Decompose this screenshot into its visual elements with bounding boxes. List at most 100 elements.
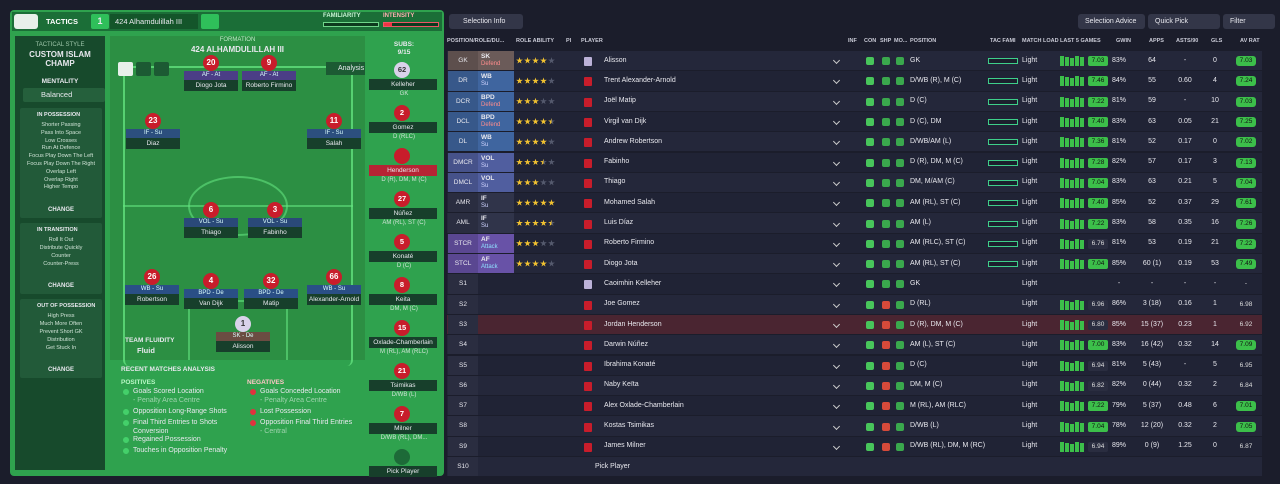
- player-name[interactable]: Virgil van Dijk: [604, 117, 647, 125]
- player-shirt[interactable]: 20: [203, 55, 219, 71]
- role-cell[interactable]: [478, 193, 514, 213]
- role-cell[interactable]: [478, 233, 514, 253]
- player-name[interactable]: Fabinho: [248, 227, 302, 238]
- player-name[interactable]: Fabinho: [604, 158, 630, 166]
- sub-shirt[interactable]: 15: [394, 320, 410, 336]
- tactic-name[interactable]: 424 Alhamdulillah III: [110, 14, 198, 29]
- player-name[interactable]: Thiago: [184, 227, 238, 238]
- sub-shirt[interactable]: 21: [394, 363, 410, 379]
- change-button[interactable]: CHANGE: [47, 367, 74, 374]
- player-shirt[interactable]: 66: [326, 269, 342, 285]
- sub-name[interactable]: Henderson: [369, 165, 437, 176]
- player-name[interactable]: Salah: [307, 138, 361, 149]
- sub-shirt[interactable]: [394, 449, 410, 465]
- player-shirt[interactable]: 6: [203, 202, 219, 218]
- change-button[interactable]: CHANGE: [47, 207, 74, 214]
- player-name[interactable]: Roberto Firmino: [242, 80, 296, 91]
- player-name[interactable]: Alisson: [216, 341, 270, 352]
- back-button[interactable]: [14, 14, 38, 29]
- player-name[interactable]: Kostas Tsimikas: [604, 422, 655, 430]
- player-name[interactable]: Alisson: [604, 56, 627, 64]
- player-name[interactable]: Caoimhin Kelleher: [604, 279, 662, 287]
- column-header[interactable]: POSITION/ROLE/DU...: [447, 38, 505, 44]
- sub-shirt[interactable]: 2: [394, 105, 410, 121]
- view-toggle[interactable]: [136, 62, 151, 76]
- mentality-dropdown[interactable]: Balanced: [23, 88, 105, 102]
- column-header[interactable]: MO...: [894, 38, 908, 44]
- player-shirt[interactable]: 23: [145, 113, 161, 129]
- player-shirt[interactable]: 26: [144, 269, 160, 285]
- player-name[interactable]: Alexander-Arnold: [307, 294, 361, 305]
- tactic-slot[interactable]: 1: [91, 14, 109, 29]
- sub-shirt[interactable]: 8: [394, 277, 410, 293]
- player-name[interactable]: Joël Matip: [604, 97, 636, 105]
- column-header[interactable]: MATCH LOAD: [1022, 38, 1059, 44]
- role-cell[interactable]: [478, 213, 514, 233]
- player-name[interactable]: Jordan Henderson: [604, 320, 662, 328]
- sub-name[interactable]: Milner: [369, 423, 437, 434]
- player-shirt[interactable]: 11: [326, 113, 342, 129]
- add-tactic[interactable]: [201, 14, 219, 29]
- sub-shirt[interactable]: 5: [394, 234, 410, 250]
- player-name[interactable]: Trent Alexander-Arnold: [604, 76, 676, 84]
- player-name[interactable]: Diaz: [126, 138, 180, 149]
- sub-shirt[interactable]: 62: [394, 62, 410, 78]
- player-name[interactable]: Diogo Jota: [604, 259, 638, 267]
- role-cell[interactable]: [478, 51, 514, 71]
- sub-name[interactable]: Keita: [369, 294, 437, 305]
- column-header[interactable]: LAST 5 GAMES: [1060, 38, 1101, 44]
- column-header[interactable]: GLS: [1211, 38, 1223, 44]
- role-cell[interactable]: [478, 254, 514, 274]
- role-cell[interactable]: [478, 132, 514, 152]
- player-name[interactable]: Joe Gomez: [604, 300, 640, 308]
- column-header[interactable]: APPS: [1149, 38, 1164, 44]
- player-shirt[interactable]: 9: [261, 55, 277, 71]
- selection-advice[interactable]: Selection Advice: [1078, 14, 1145, 29]
- selection-info[interactable]: Selection Info: [449, 14, 523, 29]
- player-name[interactable]: Matip: [244, 298, 298, 309]
- sub-name[interactable]: Konaté: [369, 251, 437, 262]
- sub-name[interactable]: Tsimikas: [369, 380, 437, 391]
- player-name[interactable]: Ibrahima Konaté: [604, 361, 656, 369]
- quick-pick[interactable]: Quick Pick: [1148, 14, 1220, 29]
- player-name[interactable]: James Milner: [604, 442, 646, 450]
- column-header[interactable]: PI: [566, 38, 572, 44]
- player-shirt[interactable]: 4: [203, 273, 219, 289]
- sub-name[interactable]: Kelleher: [369, 79, 437, 90]
- player-name[interactable]: Thiago: [604, 178, 626, 186]
- player-name[interactable]: Mohamed Salah: [604, 198, 655, 206]
- column-header[interactable]: INF: [848, 38, 857, 44]
- role-cell[interactable]: [478, 91, 514, 111]
- view-toggle[interactable]: [154, 62, 169, 76]
- analysis-title[interactable]: RECENT MATCHES ANALYSIS: [121, 366, 216, 373]
- sub-name[interactable]: Gomez: [369, 122, 437, 133]
- column-header[interactable]: PLAYER: [581, 38, 603, 44]
- column-header[interactable]: CON: [864, 38, 877, 44]
- player-shirt[interactable]: 32: [263, 273, 279, 289]
- sub-shirt[interactable]: 7: [394, 406, 410, 422]
- column-header[interactable]: TAC FAMI: [990, 38, 1016, 44]
- view-toggle[interactable]: [118, 62, 133, 76]
- column-header[interactable]: GWIN: [1116, 38, 1131, 44]
- player-name[interactable]: Andrew Robertson: [604, 137, 662, 145]
- sub-name[interactable]: Núñez: [369, 208, 437, 219]
- column-header[interactable]: ASTS/90: [1176, 38, 1199, 44]
- role-cell[interactable]: [478, 71, 514, 91]
- player-name[interactable]: Alex Oxlade-Chamberlain: [604, 401, 684, 409]
- player-shirt[interactable]: 3: [267, 202, 283, 218]
- player-name[interactable]: Robertson: [125, 294, 179, 305]
- player-name[interactable]: Darwin Núñez: [604, 340, 648, 348]
- sub-shirt[interactable]: [394, 148, 410, 164]
- role-cell[interactable]: [478, 152, 514, 172]
- player-name[interactable]: Pick Player: [595, 462, 631, 470]
- sub-name[interactable]: Oxlade-Chamberlain: [369, 337, 437, 348]
- column-header[interactable]: ROLE ABILITY: [516, 38, 554, 44]
- player-shirt[interactable]: 1: [235, 316, 251, 332]
- column-header[interactable]: POSITION: [910, 38, 937, 44]
- role-cell[interactable]: [478, 111, 514, 132]
- sub-shirt[interactable]: 27: [394, 191, 410, 207]
- role-cell[interactable]: [478, 172, 514, 193]
- player-name[interactable]: Van Dijk: [184, 298, 238, 309]
- column-header[interactable]: AV RAT: [1240, 38, 1260, 44]
- player-name[interactable]: Diogo Jota: [184, 80, 238, 91]
